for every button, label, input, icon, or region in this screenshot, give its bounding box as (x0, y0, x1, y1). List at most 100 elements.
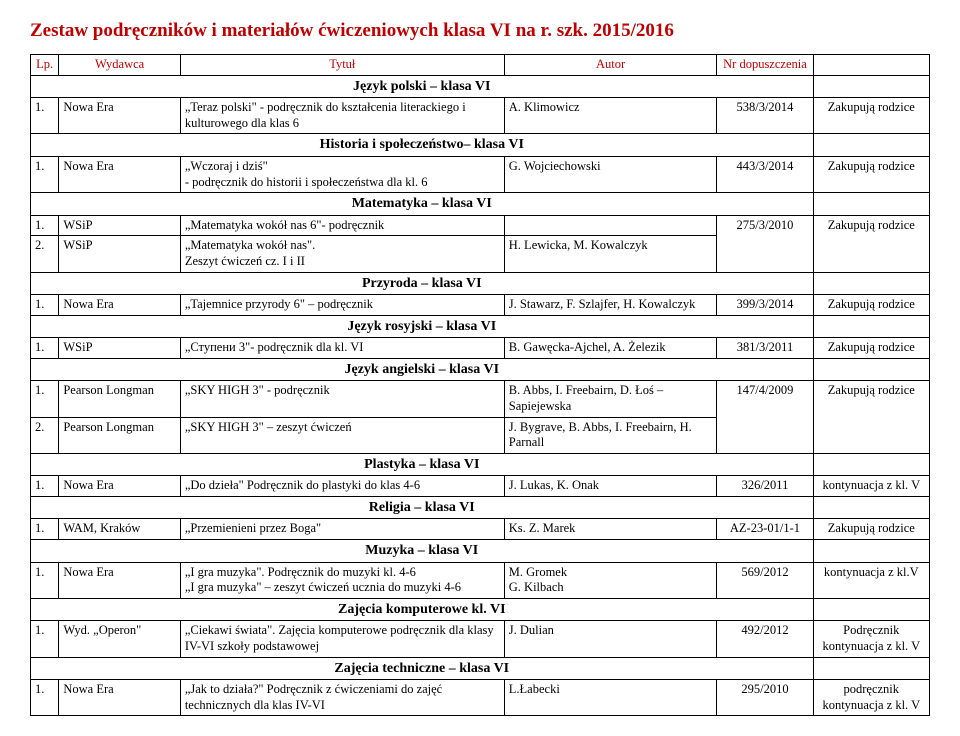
section-name: Przyroda – klasa VI (31, 272, 814, 295)
col-publisher: Wydawca (59, 55, 180, 76)
cell-lp: 2. (31, 236, 59, 272)
cell-title: „Jak to działa?" Podręcznik z ćwiczeniam… (180, 680, 504, 716)
cell-title: „Przemienieni przez Boga" (180, 519, 504, 540)
cell-title: „Do dzieła" Podręcznik do plastyki do kl… (180, 476, 504, 497)
cell-note: Zakupują rodzice (813, 295, 929, 316)
col-lp: Lp. (31, 55, 59, 76)
section-name: Historia i społeczeństwo– klasa VI (31, 134, 814, 157)
table-row: 1.Nowa Era„Tajemnice przyrody 6" – podrę… (31, 295, 930, 316)
cell-pub: Pearson Longman (59, 417, 180, 453)
cell-author: B. Abbs, I. Freebairn, D. Łoś – Sapiejew… (504, 381, 717, 417)
cell-pub: Nowa Era (59, 476, 180, 497)
page-title: Zestaw podręczników i materiałów ćwiczen… (30, 20, 930, 42)
section-note-blank (813, 657, 929, 680)
cell-title: „Matematyka wokół nas". Zeszyt ćwiczeń c… (180, 236, 504, 272)
table-row: 1.WAM, Kraków„Przemienieni przez Boga"Ks… (31, 519, 930, 540)
cell-lp: 1. (31, 381, 59, 417)
cell-pub: Wyd. „Operon" (59, 621, 180, 657)
table-row: 1.Nowa Era„Wczoraj i dziś" - podręcznik … (31, 156, 930, 192)
cell-approval: 492/2012 (717, 621, 813, 657)
section-header: Język polski – klasa VI (31, 75, 930, 98)
textbook-table: Lp. Wydawca Tytuł Autor Nr dopuszczenia … (30, 54, 930, 716)
cell-approval: 443/3/2014 (717, 156, 813, 192)
table-row: 1.WSiP„Ступени 3"- podręcznik dla kl. VI… (31, 338, 930, 359)
section-note-blank (813, 75, 929, 98)
cell-approval: 399/3/2014 (717, 295, 813, 316)
cell-approval: AZ-23-01/1-1 (717, 519, 813, 540)
cell-pub: WSiP (59, 215, 180, 236)
cell-author: J. Dulian (504, 621, 717, 657)
section-note-blank (813, 598, 929, 621)
cell-author: B. Gawęcka-Ajchel, A. Żelezik (504, 338, 717, 359)
cell-note: kontynuacja z kl. V (813, 476, 929, 497)
col-author: Autor (504, 55, 717, 76)
cell-title: „Teraz polski" - podręcznik do kształcen… (180, 98, 504, 134)
section-header: Matematyka – klasa VI (31, 193, 930, 216)
cell-approval: 381/3/2011 (717, 338, 813, 359)
cell-title: „Wczoraj i dziś" - podręcznik do histori… (180, 156, 504, 192)
cell-pub: Nowa Era (59, 562, 180, 598)
section-note-blank (813, 540, 929, 563)
table-row: 1.WSiP„Matematyka wokół nas 6"- podręczn… (31, 215, 930, 236)
table-row: 1.Nowa Era„Jak to działa?" Podręcznik z … (31, 680, 930, 716)
cell-pub: Pearson Longman (59, 381, 180, 417)
cell-author: J. Bygrave, B. Abbs, I. Freebairn, H. Pa… (504, 417, 717, 453)
cell-author: L.Łabecki (504, 680, 717, 716)
section-header: Zajęcia techniczne – klasa VI (31, 657, 930, 680)
cell-author: J. Lukas, K. Onak (504, 476, 717, 497)
cell-lp: 1. (31, 156, 59, 192)
section-note-blank (813, 193, 929, 216)
table-row: 1.Wyd. „Operon"„Ciekawi świata". Zajęcia… (31, 621, 930, 657)
cell-author (504, 215, 717, 236)
section-header: Język angielski – klasa VI (31, 358, 930, 381)
section-header: Religia – klasa VI (31, 496, 930, 519)
section-name: Język rosyjski – klasa VI (31, 315, 814, 338)
header-row: Lp. Wydawca Tytuł Autor Nr dopuszczenia (31, 55, 930, 76)
cell-title: „SKY HIGH 3" - podręcznik (180, 381, 504, 417)
table-row: 1.Nowa Era„Teraz polski" - podręcznik do… (31, 98, 930, 134)
cell-note: kontynuacja z kl.V (813, 562, 929, 598)
cell-author: G. Wojciechowski (504, 156, 717, 192)
section-name: Zajęcia techniczne – klasa VI (31, 657, 814, 680)
cell-approval: 326/2011 (717, 476, 813, 497)
cell-lp: 1. (31, 519, 59, 540)
cell-pub: Nowa Era (59, 680, 180, 716)
col-approval: Nr dopuszczenia (717, 55, 813, 76)
cell-approval: 569/2012 (717, 562, 813, 598)
cell-approval: 147/4/2009 (717, 381, 813, 454)
cell-title: „Ciekawi świata". Zajęcia komputerowe po… (180, 621, 504, 657)
cell-approval: 538/3/2014 (717, 98, 813, 134)
cell-pub: Nowa Era (59, 295, 180, 316)
col-note (813, 55, 929, 76)
section-name: Plastyka – klasa VI (31, 453, 814, 476)
cell-author: M. Gromek G. Kilbach (504, 562, 717, 598)
table-row: 1.Pearson Longman„SKY HIGH 3" - podręczn… (31, 381, 930, 417)
cell-author: A. Klimowicz (504, 98, 717, 134)
cell-lp: 1. (31, 476, 59, 497)
cell-note: Zakupują rodzice (813, 519, 929, 540)
cell-note: Zakupują rodzice (813, 381, 929, 454)
cell-lp: 1. (31, 98, 59, 134)
cell-pub: WSiP (59, 236, 180, 272)
section-header: Język rosyjski – klasa VI (31, 315, 930, 338)
section-note-blank (813, 358, 929, 381)
cell-pub: WSiP (59, 338, 180, 359)
section-header: Muzyka – klasa VI (31, 540, 930, 563)
cell-pub: Nowa Era (59, 156, 180, 192)
cell-title: „Tajemnice przyrody 6" – podręcznik (180, 295, 504, 316)
cell-note: Zakupują rodzice (813, 338, 929, 359)
col-title: Tytuł (180, 55, 504, 76)
section-note-blank (813, 134, 929, 157)
cell-note: Podręcznik kontynuacja z kl. V (813, 621, 929, 657)
section-header: Historia i społeczeństwo– klasa VI (31, 134, 930, 157)
cell-author: Ks. Z. Marek (504, 519, 717, 540)
cell-title: „Matematyka wokół nas 6"- podręcznik (180, 215, 504, 236)
section-name: Język polski – klasa VI (31, 75, 814, 98)
cell-note: podręcznik kontynuacja z kl. V (813, 680, 929, 716)
cell-title: „I gra muzyka". Podręcznik do muzyki kl.… (180, 562, 504, 598)
section-note-blank (813, 496, 929, 519)
cell-lp: 1. (31, 621, 59, 657)
cell-pub: Nowa Era (59, 98, 180, 134)
cell-author: H. Lewicka, M. Kowalczyk (504, 236, 717, 272)
section-header: Plastyka – klasa VI (31, 453, 930, 476)
